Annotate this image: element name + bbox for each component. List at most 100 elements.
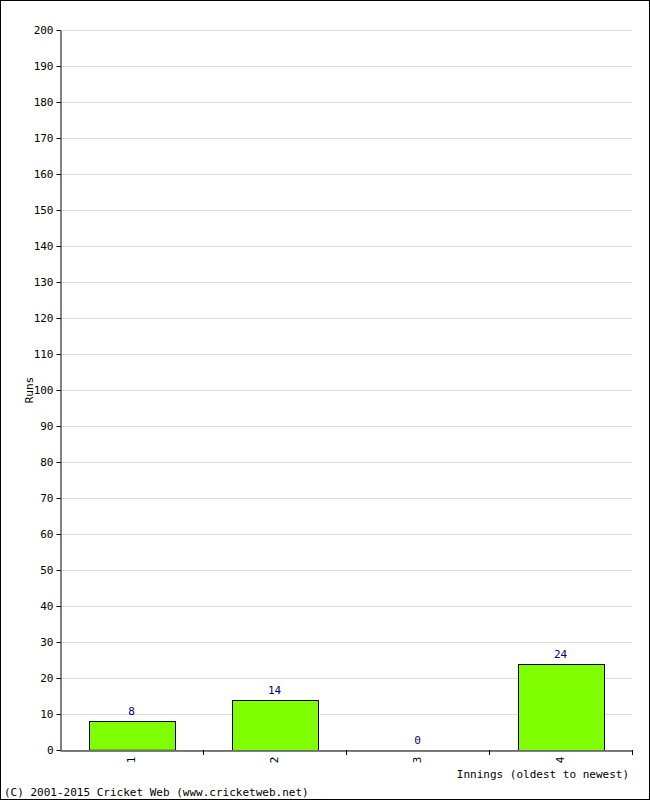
y-tick-mark (57, 462, 61, 463)
y-tick: 70 (40, 492, 60, 505)
y-tick: 170 (34, 132, 61, 145)
grid-line (60, 102, 632, 103)
x-axis-title: Innings (oldest to newest) (457, 768, 629, 781)
grid-line (60, 642, 632, 643)
bar (233, 701, 319, 751)
x-divider (489, 750, 490, 755)
y-tick: 40 (40, 600, 60, 613)
y-tick: 150 (34, 204, 61, 217)
y-tick-mark (57, 750, 61, 751)
y-tick-mark (57, 66, 61, 67)
y-tick-mark (57, 606, 61, 607)
y-tick-label: 30 (40, 636, 53, 649)
y-tick-label: 20 (40, 672, 53, 685)
y-tick-label: 160 (34, 168, 54, 181)
grid (60, 31, 632, 751)
y-tick-mark (57, 534, 61, 535)
y-tick-mark (57, 30, 61, 31)
y-tick-mark (57, 714, 61, 715)
y-tick-label: 80 (40, 456, 53, 469)
y-tick: 10 (40, 708, 60, 721)
y-tick-label: 10 (40, 708, 53, 721)
y-tick-label: 70 (40, 492, 53, 505)
y-tick: 160 (34, 168, 61, 181)
grid-line (60, 534, 632, 535)
chart: 0102030405060708090100110120130140150160… (0, 0, 650, 800)
y-tick-label: 140 (34, 240, 54, 253)
data-label: 24 (554, 648, 568, 661)
x-tick-label: 2 (268, 757, 281, 764)
y-tick-mark (57, 318, 61, 319)
y-tick-mark (57, 210, 61, 211)
x-divider (632, 750, 633, 755)
y-tick-mark (57, 642, 61, 643)
x-divider (203, 750, 204, 755)
x-tick: 1 (125, 751, 138, 764)
y-tick: 0 (47, 744, 61, 757)
y-tick-label: 150 (34, 204, 54, 217)
y-tick-label: 180 (34, 96, 54, 109)
bars (90, 665, 605, 751)
data-label: 14 (268, 684, 282, 697)
data-labels: 8 14 0 24 (128, 648, 567, 747)
x-tick-label: 1 (125, 757, 138, 764)
grid-line (60, 138, 632, 139)
y-tick-mark (57, 174, 61, 175)
x-axis: 1 2 3 4 (61, 751, 633, 764)
y-tick-label: 130 (34, 276, 54, 289)
x-tick-label: 4 (554, 756, 567, 763)
y-tick-mark (57, 390, 61, 391)
y-tick: 130 (34, 276, 61, 289)
y-tick-label: 60 (40, 528, 53, 541)
grid-line (60, 246, 632, 247)
y-tick-mark (57, 570, 61, 571)
grid-line (60, 570, 632, 571)
y-tick-label: 50 (40, 564, 53, 577)
y-tick-label: 190 (34, 60, 54, 73)
x-tick: 4 (554, 751, 567, 764)
grid-line (60, 282, 632, 283)
y-tick-label: 170 (34, 132, 54, 145)
y-tick-mark (57, 246, 61, 247)
grid-line (60, 30, 632, 31)
y-tick: 100 (34, 384, 61, 397)
y-tick-mark (57, 282, 61, 283)
bar (90, 722, 176, 751)
y-axis-title: Runs (23, 377, 36, 404)
y-tick-label: 110 (34, 348, 54, 361)
grid-line (60, 66, 632, 67)
y-tick: 190 (34, 60, 61, 73)
y-tick-mark (57, 102, 61, 103)
grid-line (60, 354, 632, 355)
y-tick-label: 40 (40, 600, 53, 613)
y-tick: 30 (40, 636, 60, 649)
y-tick: 90 (40, 420, 60, 433)
y-axis: 0 10 20 30 40 50 60 70 80 90 100 110 120 130 140 150 160… (34, 24, 61, 757)
y-tick: 80 (40, 456, 60, 469)
y-tick: 180 (34, 96, 61, 109)
y-tick-label: 90 (40, 420, 53, 433)
y-tick-mark (57, 138, 61, 139)
y-tick-mark (57, 678, 61, 679)
y-tick-label: 120 (34, 312, 54, 325)
grid-line (60, 606, 632, 607)
x-divider (346, 750, 347, 755)
grid-line (60, 462, 632, 463)
y-tick-label: 0 (47, 744, 54, 757)
y-tick-label: 100 (34, 384, 54, 397)
x-tick: 3 (411, 751, 424, 764)
y-tick: 20 (40, 672, 60, 685)
y-tick: 50 (40, 564, 60, 577)
data-label: 8 (128, 705, 135, 718)
grid-line (60, 318, 632, 319)
y-tick-mark (57, 354, 61, 355)
y-tick-mark (57, 498, 61, 499)
x-tick-label: 3 (411, 757, 424, 764)
data-label: 0 (414, 734, 421, 747)
y-tick: 120 (34, 312, 61, 325)
y-axis-line (61, 31, 62, 751)
grid-line (60, 426, 632, 427)
grid-line (60, 210, 632, 211)
grid-line (60, 498, 632, 499)
y-tick: 140 (34, 240, 61, 253)
